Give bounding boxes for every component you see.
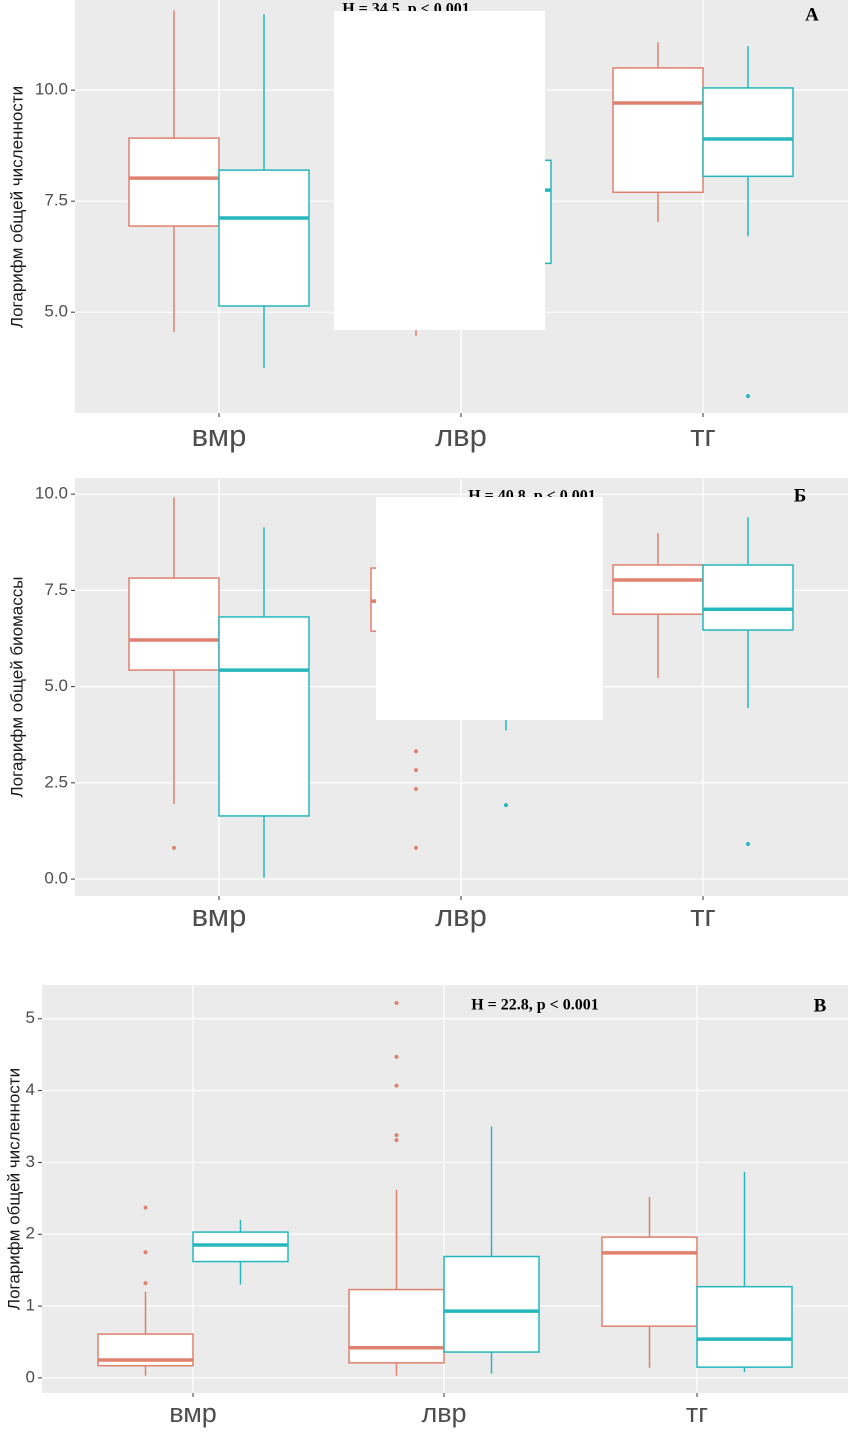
x-tick-label: тг: [690, 418, 716, 453]
box: [612, 67, 704, 194]
white-patch: [376, 497, 603, 720]
box: [702, 564, 794, 631]
outlier: [746, 394, 750, 399]
x-tick-label: тг: [686, 1398, 708, 1428]
x-tick-label: лвр: [435, 898, 487, 933]
outlier: [414, 845, 418, 850]
y-tick-label: 7.5: [44, 580, 68, 599]
box: [443, 1255, 540, 1353]
outlier: [414, 749, 418, 754]
y-tick-label: 0.0: [44, 869, 68, 888]
outlier: [394, 1133, 399, 1138]
x-tick-label: тг: [690, 898, 716, 933]
y-tick-label: 0: [26, 1367, 35, 1386]
y-tick-label: 2: [26, 1224, 35, 1243]
panel-label: В: [814, 995, 827, 1016]
y-tick-label: 7.5: [44, 191, 68, 210]
panel-label: А: [805, 4, 819, 25]
y-axis-title: Логарифм общей биомассы: [7, 577, 26, 798]
outlier: [394, 1083, 399, 1088]
outlier: [746, 842, 750, 847]
white-patch: [334, 11, 545, 330]
outlier: [143, 1250, 148, 1255]
occluders: [334, 11, 603, 720]
y-tick-label: 10.0: [35, 80, 68, 99]
box: [128, 137, 220, 227]
outlier: [394, 1138, 399, 1143]
box: [696, 1285, 793, 1368]
annotation: H = 22.8, p < 0.001: [471, 997, 599, 1014]
y-tick-label: 2.5: [44, 772, 68, 791]
box: [128, 577, 220, 671]
y-tick-label: 4: [26, 1080, 35, 1099]
outlier: [394, 1000, 399, 1005]
x-tick-label: вмр: [192, 898, 247, 933]
y-tick-label: 1: [26, 1296, 35, 1315]
box: [601, 1236, 698, 1327]
outlier: [172, 845, 176, 850]
x-tick-label: лвр: [421, 1398, 466, 1428]
outlier: [143, 1205, 148, 1210]
box: [612, 564, 704, 616]
box: [192, 1231, 289, 1263]
outlier: [394, 1054, 399, 1059]
y-axis-title: Логарифм общей численности: [4, 1068, 23, 1310]
x-tick-label: лвр: [435, 418, 487, 453]
y-tick-label: 5.0: [44, 676, 68, 695]
outlier: [414, 768, 418, 773]
x-tick-label: вмр: [192, 418, 247, 453]
box: [218, 616, 310, 817]
y-tick-label: 5: [26, 1008, 35, 1027]
panel-label: Б: [794, 485, 807, 506]
box: [702, 87, 794, 178]
y-axis-title: Логарифм общей численности: [7, 86, 26, 328]
x-tick-label: вмр: [169, 1398, 217, 1428]
y-tick-label: 3: [26, 1152, 35, 1171]
outlier: [143, 1281, 148, 1286]
outlier: [414, 786, 418, 791]
outlier: [504, 803, 508, 808]
y-tick-label: 10.0: [35, 484, 68, 503]
y-tick-label: 5.0: [44, 302, 68, 321]
box: [348, 1288, 445, 1364]
box: [218, 169, 310, 307]
